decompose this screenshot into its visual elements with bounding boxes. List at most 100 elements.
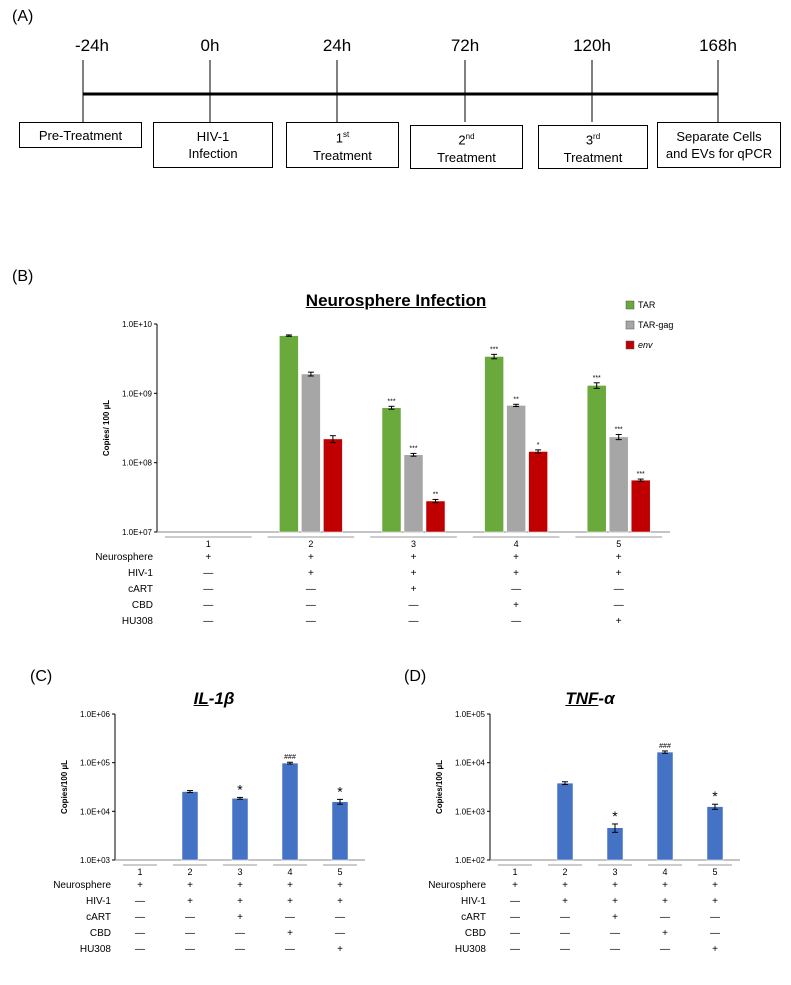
chart-b-x-tick-label: 3 [411,539,416,549]
chart-b-condition-mark: — [409,616,419,627]
step-separate-cells: Separate Cells and EVs for qPCR [657,122,781,168]
chart-d-y-axis-label: Copies/100 µL [435,760,444,814]
chart-d-condition-mark: — [710,912,720,923]
chart-b-significance-label: * [537,442,540,449]
chart-b-significance-label: ** [433,491,439,498]
chart-d-condition-mark: + [612,880,618,891]
step-third-treatment: 3rd Treatment [538,125,648,169]
chart-b-legend-swatch [625,300,635,310]
chart-c-condition-label: cART [86,912,111,923]
step-line: Treatment [563,149,623,165]
chart-d-bar [606,827,624,861]
chart-d-condition-mark: — [610,944,620,955]
step-line: Treatment [313,147,372,163]
chart-b-bar [586,385,607,533]
chart-b-condition-mark: + [513,600,519,611]
chart-c-condition-mark: — [335,928,345,939]
chart-d-significance-label: * [612,808,618,824]
chart-c-x-tick-label: 1 [137,867,142,877]
chart-d-condition-mark: + [662,896,668,907]
chart-b-condition-mark: — [306,600,316,611]
step-line: HIV-1 [196,129,230,144]
chart-d-x-tick-label: 3 [612,867,617,877]
chart-c-condition-mark: — [185,912,195,923]
chart-b-condition-mark: — [614,600,624,611]
chart-b-y-tick-label: 1.0E+09 [122,389,153,398]
step-line: 1st [335,130,350,146]
ordinal-suffix: rd [593,132,601,142]
chart-d-condition-mark: — [510,944,520,955]
chart-b-significance-label: *** [387,398,395,405]
chart-c-condition-mark: — [235,944,245,955]
chart-c-condition-mark: — [285,912,295,923]
chart-b-condition-label: CBD [132,600,153,611]
chart-d-condition-mark: + [612,912,618,923]
chart-c-y-tick-label: 1.0E+03 [80,856,111,865]
chart-b-condition-mark: + [513,552,519,563]
chart-d-condition-mark: — [510,912,520,923]
chart-b-bar [608,436,629,533]
chart-c-bar [231,798,249,861]
step-infection: HIV-1 Infection [153,122,273,168]
chart-c-x-tick-label: 4 [287,867,292,877]
chart-d-condition-mark: + [562,896,568,907]
chart-c-condition-mark: + [287,880,293,891]
chart-d-title: TNF-α [565,689,614,709]
chart-d-y-tick-label: 1.0E+05 [455,710,486,719]
chart-b-condition-label: cART [128,584,153,595]
chart-b-y-tick-label: 1.0E+07 [122,528,153,537]
step-line: 2nd [458,132,475,148]
chart-d-significance-label: * [712,788,718,804]
chart-d-condition-mark: — [610,928,620,939]
panel-label-a: (A) [12,8,34,25]
chart-b-bar [425,500,446,533]
chart-b-condition-label: HIV-1 [128,568,153,579]
chart-d-bar [656,751,674,861]
time-label-5: 120h [573,36,611,55]
chart-d-x-tick-label: 4 [662,867,667,877]
step-line: Infection [188,146,238,161]
chart-d-condition-mark: — [560,912,570,923]
chart-d-x-tick-label: 1 [512,867,517,877]
chart-b-bar [323,438,343,533]
chart-c-condition-mark: — [185,928,195,939]
chart-d-x-tick-label: 5 [712,867,717,877]
chart-c-condition-mark: + [237,880,243,891]
chart-c-y-axis-label: Copies/100 µL [60,760,69,814]
chart-b-significance-label: *** [637,471,645,478]
chart-b-condition-mark: — [614,584,624,595]
chart-b-legend-swatch [625,320,635,330]
chart-b-condition-label: Neurosphere [95,552,153,563]
chart-b-condition-mark: + [616,552,622,563]
chart-b-significance-label: *** [409,445,417,452]
gene-suffix: -1β [208,689,235,708]
time-label-4: 72h [450,36,480,55]
chart-d-y-tick-label: 1.0E+02 [455,856,486,865]
chart-b-title: Neurosphere Infection [305,291,487,310]
chart-b-condition-mark: + [411,552,417,563]
chart-b-condition-mark: + [513,568,519,579]
chart-b-bar [301,373,321,533]
chart-d-condition-mark: + [662,880,668,891]
chart-d-condition-mark: + [662,928,668,939]
chart-c-condition-mark: + [287,928,293,939]
chart-c-bar [281,762,299,861]
chart-d-y-tick-label: 1.0E+04 [455,759,486,768]
gene-name: IL [193,689,209,708]
step-pre-treatment: Pre-Treatment [19,122,142,148]
chart-b-y-axis-label: Copies/ 100 µL [102,400,111,456]
chart-c-condition-mark: — [185,944,195,955]
chart-b-bar [630,479,651,533]
chart-b-y-tick-label: 1.0E+08 [122,459,153,468]
chart-d-condition-mark: — [660,912,670,923]
chart-c-condition-label: HU308 [80,944,112,955]
chart-b-legend-label: TAR-gag [638,320,673,330]
chart-b-bar [506,405,526,533]
time-label-1: -24h [74,36,110,55]
chart-c-significance-label: ### [284,754,296,761]
chart-c-condition-label: Neurosphere [53,880,111,891]
chart-b-significance-label: *** [615,426,623,433]
chart-c-condition-mark: + [337,896,343,907]
chart-c-y-tick-label: 1.0E+05 [80,759,111,768]
chart-c-condition-mark: — [135,912,145,923]
